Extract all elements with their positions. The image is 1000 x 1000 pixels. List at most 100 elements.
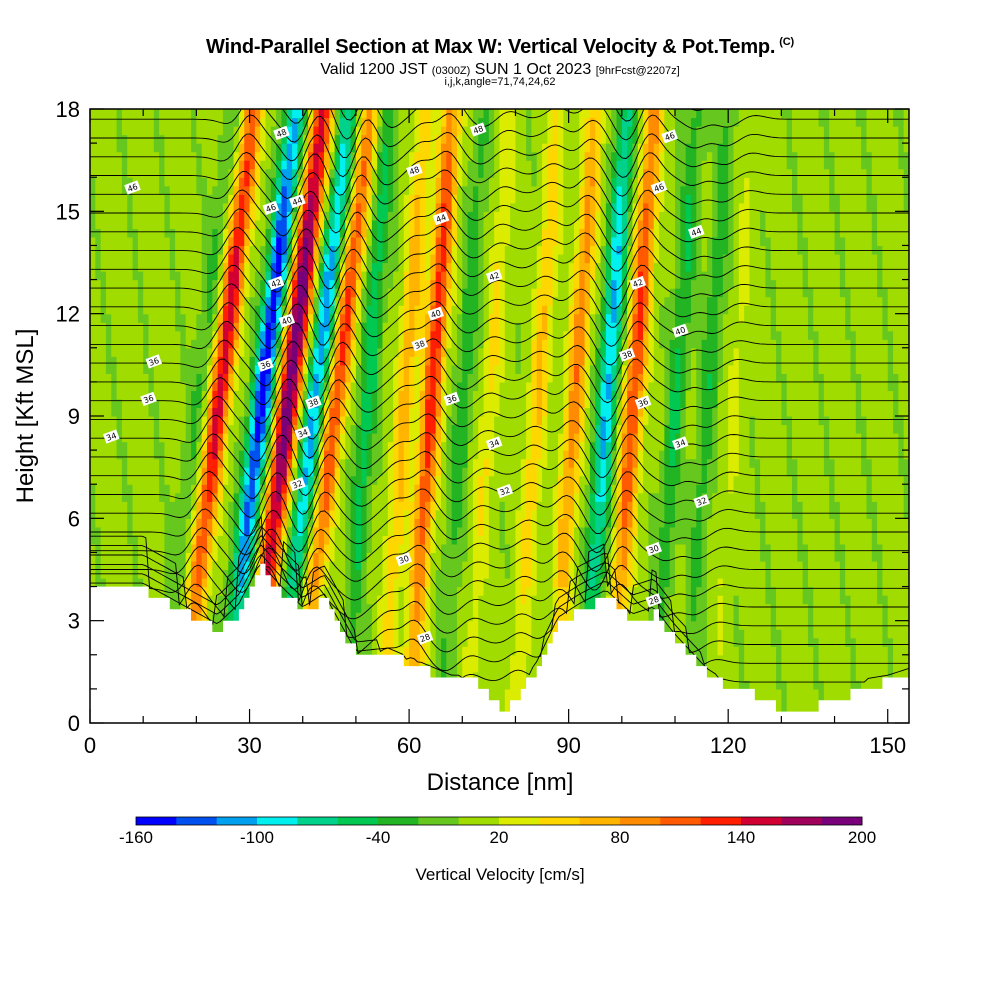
field-cell [217, 381, 224, 392]
field-cell [398, 620, 405, 630]
field-cell [313, 109, 320, 119]
field-cell [318, 569, 325, 579]
field-cell [175, 253, 182, 264]
field-cell [345, 305, 352, 315]
field-cell [169, 509, 176, 519]
field-cell [324, 228, 330, 238]
field-cell [414, 467, 421, 477]
field-cell [382, 390, 389, 400]
field-cell [441, 356, 447, 366]
field-cell [164, 322, 171, 332]
field-cell [201, 117, 208, 127]
field-cell [270, 211, 277, 221]
field-cell [153, 450, 160, 460]
field-cell [350, 262, 357, 272]
field-cell [297, 603, 304, 613]
field-cell [334, 492, 341, 502]
field-cell [159, 492, 166, 502]
field-cell [265, 441, 272, 451]
field-cell [137, 381, 144, 392]
field-cell [217, 313, 224, 323]
field-cell [265, 535, 272, 545]
field-cell [127, 296, 134, 306]
field-cell [212, 433, 219, 443]
field-cell [254, 441, 261, 451]
field-cell [185, 202, 192, 212]
field-cell [217, 501, 224, 511]
field-cell [153, 373, 160, 383]
field-cell [175, 126, 182, 136]
field-cell [153, 535, 160, 545]
field-cell [164, 518, 171, 528]
field-cell [393, 288, 400, 298]
field-cell [430, 475, 437, 485]
field-cell [265, 219, 272, 229]
field-cell [324, 578, 330, 588]
field-cell [217, 160, 224, 170]
field-cell [345, 373, 352, 383]
field-cell [302, 347, 309, 357]
field-cell [201, 160, 208, 170]
field-cell [191, 595, 197, 605]
field-cell [425, 134, 431, 144]
field-cell [207, 245, 213, 255]
field-cell [164, 151, 171, 161]
field-cell [350, 620, 357, 630]
field-cell [137, 126, 144, 136]
field-cell [382, 211, 389, 221]
field-cell [137, 441, 144, 451]
field-cell [185, 526, 192, 536]
field-cell [143, 424, 150, 434]
field-cell [393, 509, 400, 519]
field-cell [393, 501, 400, 511]
field-cell [350, 151, 357, 161]
field-cell [324, 109, 330, 119]
field-cell [265, 475, 272, 485]
field-cell [324, 245, 330, 255]
field-cell [446, 629, 453, 639]
field-cell [350, 492, 357, 502]
field-cell [441, 253, 447, 264]
field-cell [233, 245, 240, 255]
field-cell [233, 416, 240, 426]
field-cell [425, 313, 431, 323]
field-cell [228, 347, 235, 357]
field-cell [153, 160, 160, 170]
field-cell [281, 339, 288, 349]
field-cell [302, 526, 309, 536]
field-cell [435, 245, 442, 255]
field-cell [238, 253, 245, 264]
field-cell [105, 484, 112, 494]
field-cell [191, 228, 197, 238]
field-cell [350, 236, 357, 247]
field-cell [308, 253, 314, 264]
field-cell [387, 211, 394, 221]
field-cell [121, 560, 128, 571]
field-cell [137, 313, 144, 323]
field-cell [403, 646, 410, 656]
field-cell [377, 168, 384, 178]
field-cell [191, 416, 197, 426]
field-cell [371, 373, 378, 383]
field-cell [366, 629, 373, 639]
field-cell [318, 450, 325, 460]
field-cell [324, 475, 330, 485]
field-cell [430, 492, 437, 502]
field-cell [292, 271, 299, 281]
field-cell [201, 228, 208, 238]
field-cell [207, 535, 213, 545]
field-cell [164, 168, 171, 178]
field-cell [324, 441, 330, 451]
field-cell [355, 364, 362, 374]
field-cell [430, 262, 437, 272]
field-cell [393, 535, 400, 545]
field-cell [281, 296, 288, 306]
field-cell [260, 313, 267, 323]
field-cell [292, 381, 299, 392]
field-cell [382, 424, 389, 434]
field-cell [100, 373, 107, 383]
field-cell [409, 288, 416, 298]
field-cell [308, 236, 314, 247]
field-cell [414, 296, 421, 306]
field-cell [361, 373, 368, 383]
